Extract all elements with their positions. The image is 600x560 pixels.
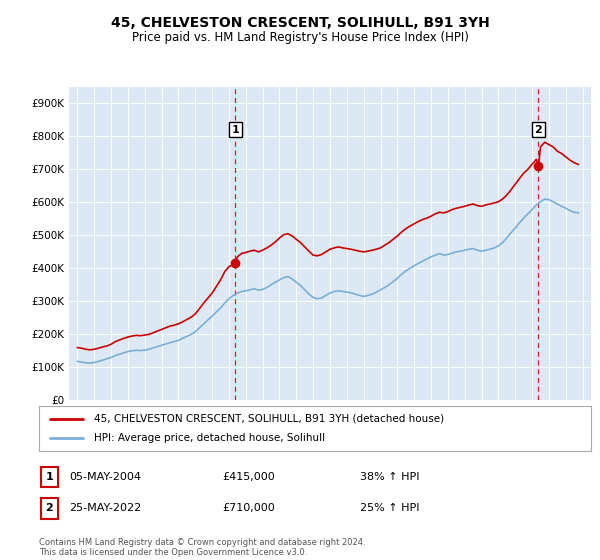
Text: 45, CHELVESTON CRESCENT, SOLIHULL, B91 3YH: 45, CHELVESTON CRESCENT, SOLIHULL, B91 3… (110, 16, 490, 30)
Text: £710,000: £710,000 (222, 503, 275, 514)
Text: 38% ↑ HPI: 38% ↑ HPI (360, 472, 419, 482)
Text: Price paid vs. HM Land Registry's House Price Index (HPI): Price paid vs. HM Land Registry's House … (131, 31, 469, 44)
Text: HPI: Average price, detached house, Solihull: HPI: Average price, detached house, Soli… (94, 433, 325, 444)
Text: 2: 2 (535, 125, 542, 135)
Text: 25-MAY-2022: 25-MAY-2022 (69, 503, 141, 514)
Text: 05-MAY-2004: 05-MAY-2004 (69, 472, 141, 482)
Text: Contains HM Land Registry data © Crown copyright and database right 2024.
This d: Contains HM Land Registry data © Crown c… (39, 538, 365, 557)
Text: £415,000: £415,000 (222, 472, 275, 482)
Text: 2: 2 (46, 503, 53, 514)
Text: 45, CHELVESTON CRESCENT, SOLIHULL, B91 3YH (detached house): 45, CHELVESTON CRESCENT, SOLIHULL, B91 3… (94, 413, 445, 423)
Text: 25% ↑ HPI: 25% ↑ HPI (360, 503, 419, 514)
Text: 1: 1 (232, 125, 239, 135)
Text: 1: 1 (46, 472, 53, 482)
